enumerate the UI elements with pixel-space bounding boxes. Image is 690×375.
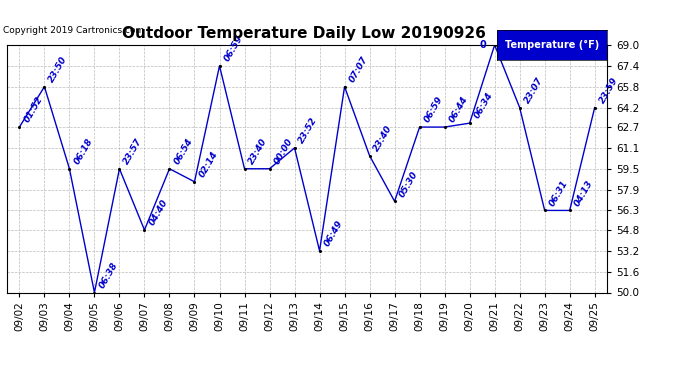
Point (139, 227, 150, 233)
Point (389, 198, 400, 204)
Point (589, 105, 600, 111)
Text: 06:18: 06:18 (72, 136, 95, 166)
Point (564, 207, 575, 213)
Point (14, 124, 25, 130)
Text: 23:40: 23:40 (247, 136, 269, 166)
Point (214, 63, 225, 69)
Text: 07:07: 07:07 (347, 55, 369, 84)
Text: Temperature (°F): Temperature (°F) (505, 40, 599, 50)
Text: 23:07: 23:07 (522, 75, 544, 105)
Text: 06:49: 06:49 (322, 219, 344, 248)
Point (114, 166, 125, 172)
Point (39, 84, 50, 90)
Text: 01:52: 01:52 (22, 95, 44, 124)
Text: 06:31: 06:31 (547, 178, 569, 208)
Point (239, 166, 250, 172)
Point (414, 124, 425, 130)
Point (189, 179, 200, 185)
Text: 00:00: 00:00 (273, 136, 295, 166)
Point (289, 145, 300, 151)
Text: 23:52: 23:52 (297, 116, 319, 145)
Text: 0: 0 (480, 40, 486, 50)
Point (364, 153, 375, 159)
Point (339, 84, 350, 90)
Text: 06:38: 06:38 (97, 260, 119, 290)
Point (489, 42, 500, 48)
Text: 06:34: 06:34 (473, 91, 495, 120)
Text: 04:13: 04:13 (573, 178, 595, 208)
Text: Outdoor Temperature Daily Low 20190926: Outdoor Temperature Daily Low 20190926 (121, 26, 486, 41)
Text: 06:59: 06:59 (422, 95, 444, 124)
Point (89, 290, 100, 296)
Text: 23:59: 23:59 (598, 75, 620, 105)
Point (464, 120, 475, 126)
Point (264, 166, 275, 172)
Point (314, 248, 325, 254)
Text: 02:14: 02:14 (197, 150, 219, 179)
Text: 05:30: 05:30 (397, 169, 420, 198)
Text: 0: 0 (497, 32, 509, 42)
Text: 06:59: 06:59 (222, 34, 244, 63)
Point (539, 207, 550, 213)
Text: 06:44: 06:44 (447, 95, 469, 124)
Point (164, 166, 175, 172)
Text: 23:40: 23:40 (373, 124, 395, 153)
Point (514, 105, 525, 111)
Point (439, 124, 450, 130)
Text: Copyright 2019 Cartronics.com: Copyright 2019 Cartronics.com (3, 26, 145, 35)
Text: 23:50: 23:50 (47, 55, 69, 84)
Text: 04:40: 04:40 (147, 198, 169, 227)
Text: 06:54: 06:54 (172, 136, 195, 166)
Point (64, 166, 75, 172)
Text: 23:57: 23:57 (122, 136, 144, 166)
